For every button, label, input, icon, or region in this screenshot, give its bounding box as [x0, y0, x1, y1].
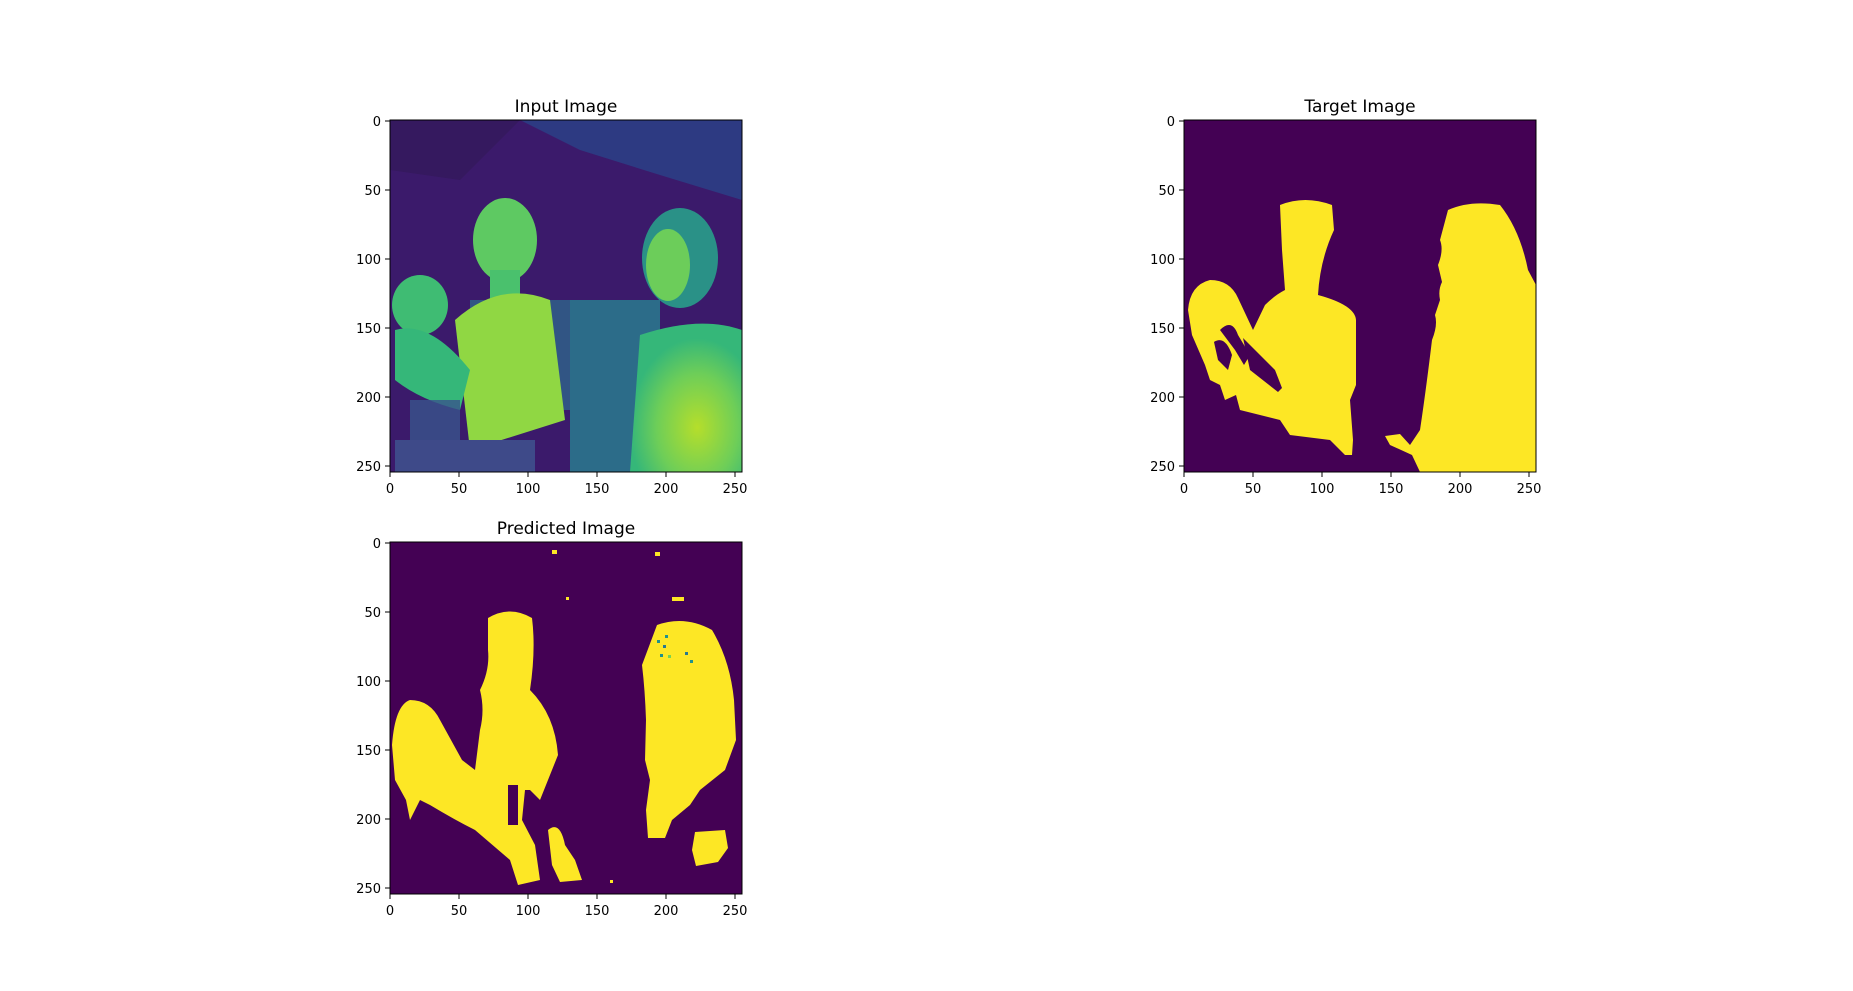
image-predicted — [390, 542, 742, 894]
x-tick-label-predicted: 250 — [723, 904, 748, 919]
y-tick-label-predicted: 50 — [364, 606, 381, 621]
x-ticks-input: 0 50 100 150 200 250 — [386, 472, 748, 497]
y-ticks-predicted: 0 50 100 150 200 250 — [356, 537, 390, 897]
x-tick-label-predicted: 50 — [451, 904, 468, 919]
x-tick-label-input: 50 — [451, 482, 468, 497]
x-ticks-target: 0 50 100 150 200 250 — [1180, 472, 1542, 497]
y-tick-label-input: 250 — [356, 460, 381, 475]
y-tick-label-predicted: 100 — [356, 675, 381, 690]
x-tick-label-input: 150 — [585, 482, 610, 497]
x-tick-label-input: 250 — [723, 482, 748, 497]
x-tick-label-target: 0 — [1180, 482, 1188, 497]
x-tick-label-target: 50 — [1245, 482, 1262, 497]
y-tick-label-predicted: 200 — [356, 813, 381, 828]
x-tick-label-target: 200 — [1448, 482, 1473, 497]
panel-predicted: Predicted Image 0 50 100 150 — [356, 519, 747, 919]
axes-frame-target — [1183, 119, 1537, 473]
y-ticks-input: 0 50 100 150 200 250 — [356, 115, 390, 475]
y-tick-label-predicted: 150 — [356, 744, 381, 759]
y-tick-label-target: 250 — [1150, 460, 1175, 475]
y-tick-label-target: 50 — [1158, 184, 1175, 199]
x-tick-label-target: 250 — [1517, 482, 1542, 497]
y-tick-label-input: 100 — [356, 253, 381, 268]
y-ticks-target: 0 50 100 150 200 250 — [1150, 115, 1184, 475]
panel-title-target: Target Image — [1303, 97, 1415, 117]
x-tick-label-input: 100 — [516, 482, 541, 497]
x-tick-label-input: 0 — [386, 482, 394, 497]
x-tick-label-predicted: 100 — [516, 904, 541, 919]
x-tick-label-predicted: 0 — [386, 904, 394, 919]
axes-frame-predicted — [389, 541, 743, 895]
y-tick-label-predicted: 250 — [356, 882, 381, 897]
panel-target: Target Image 0 50 100 150 200 250 0 50 1… — [1150, 97, 1541, 497]
x-tick-label-input: 200 — [654, 482, 679, 497]
panel-input: Input Image 0 50 100 150 200 250 — [356, 97, 747, 497]
y-tick-label-input: 150 — [356, 322, 381, 337]
x-tick-label-predicted: 200 — [654, 904, 679, 919]
x-tick-label-predicted: 150 — [585, 904, 610, 919]
x-ticks-predicted: 0 50 100 150 200 250 — [386, 894, 748, 919]
y-tick-label-input: 200 — [356, 391, 381, 406]
image-target — [1184, 120, 1536, 472]
x-tick-label-target: 100 — [1310, 482, 1335, 497]
y-tick-label-target: 200 — [1150, 391, 1175, 406]
y-tick-label-target: 100 — [1150, 253, 1175, 268]
panel-title-predicted: Predicted Image — [497, 519, 635, 539]
y-tick-label-target: 150 — [1150, 322, 1175, 337]
y-tick-label-input: 50 — [364, 184, 381, 199]
image-input — [390, 120, 742, 472]
y-tick-label-predicted: 0 — [373, 537, 381, 552]
x-tick-label-target: 150 — [1379, 482, 1404, 497]
panel-title-input: Input Image — [515, 97, 618, 117]
axes-frame-input — [389, 119, 743, 473]
y-tick-label-target: 0 — [1167, 115, 1175, 130]
y-tick-label-input: 0 — [373, 115, 381, 130]
